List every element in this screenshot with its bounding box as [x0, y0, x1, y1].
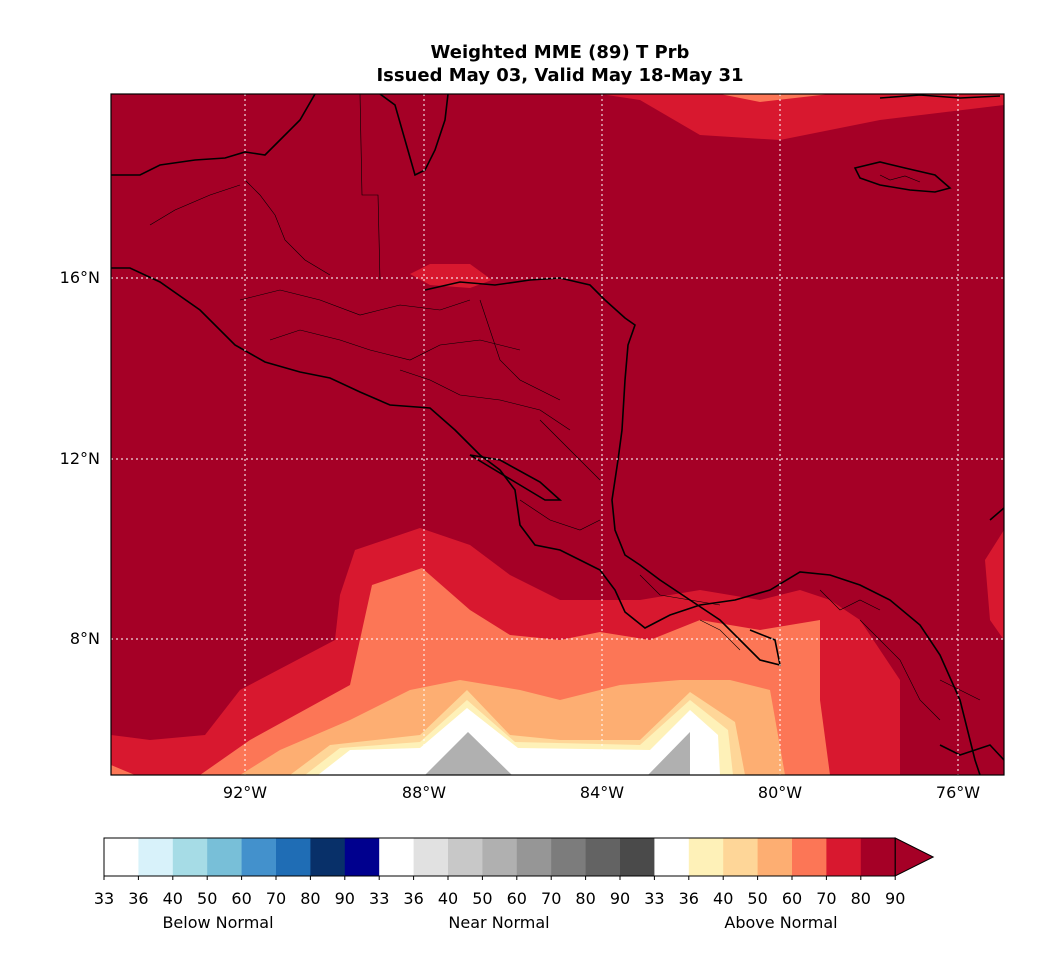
colorbar-tick-label: 33	[644, 889, 664, 908]
near-normal-patch-2	[648, 732, 690, 775]
lat-tick-label: 16°N	[60, 268, 100, 287]
probability-field	[111, 94, 1004, 775]
colorbar-tick-label: 36	[403, 889, 423, 908]
colorbar-swatch	[860, 838, 896, 876]
colorbar-tick-label: 90	[610, 889, 630, 908]
colorbar-frame	[103, 837, 896, 877]
prob-70-80-patch	[410, 264, 492, 288]
colorbar-tick-label: 40	[163, 889, 183, 908]
admin-borders	[149, 94, 981, 721]
colorbar-swatch	[551, 838, 586, 876]
near-normal-label: Near Normal	[448, 913, 549, 932]
near-normal-patch-1	[425, 732, 512, 775]
colorbar-swatch	[688, 838, 724, 876]
lat-tick-labels: 16°N 12°N 8°N	[60, 268, 100, 648]
colorbar-tick-labels: 33 36 40 50 60 70 80 90 33 36 40 50 60 70 80 90 33 36 40 50…	[94, 876, 905, 908]
colorbar-swatch	[413, 838, 449, 876]
colorbar-swatch	[620, 838, 655, 876]
colorbar-tick-label: 50	[747, 889, 767, 908]
map-subtitle: Issued May 03, Valid May 18-May 31	[376, 65, 744, 86]
colorbar	[103, 837, 935, 877]
colorbar-extend-arrow	[894, 837, 935, 877]
colorbar-tick-label: 50	[472, 889, 492, 908]
colorbar-swatch	[104, 838, 139, 876]
colorbar-swatch	[207, 838, 242, 876]
colorbar-swatch	[241, 838, 277, 876]
colorbar-swatch	[757, 838, 793, 876]
prob-60-70-top	[720, 94, 830, 102]
below-normal-label: Below Normal	[162, 913, 273, 932]
colorbar-swatch	[585, 838, 621, 876]
colorbar-swatch	[379, 838, 414, 876]
colorbar-swatch	[826, 838, 862, 876]
colorbar-tick-label: 50	[197, 889, 217, 908]
colorbar-tick-label: 36	[679, 889, 699, 908]
colorbar-tick-label: 70	[266, 889, 286, 908]
colorbar-swatch	[276, 838, 311, 876]
colorbar-swatch	[310, 838, 346, 876]
colorbar-tick-label: 70	[541, 889, 561, 908]
colorbar-swatch	[344, 838, 380, 876]
colorbar-tick-label: 90	[335, 889, 355, 908]
lon-tick-label: 92°W	[223, 783, 267, 802]
above-normal-label: Above Normal	[724, 913, 837, 932]
colorbar-swatch	[138, 838, 174, 876]
colorbar-tick-label: 36	[128, 889, 148, 908]
colorbar-tick-label: 80	[851, 889, 871, 908]
colorbar-tick-label: 33	[369, 889, 389, 908]
gridlines	[111, 94, 1004, 775]
colorbar-tick-label: 60	[507, 889, 527, 908]
lon-tick-label: 76°W	[936, 783, 980, 802]
colorbar-tick-label: 40	[713, 889, 733, 908]
coastlines	[111, 94, 1004, 775]
colorbar-swatch	[792, 838, 827, 876]
colorbar-swatch	[516, 838, 552, 876]
lat-tick-label: 12°N	[60, 449, 100, 468]
map-title: Weighted MME (89) T Prb	[430, 42, 690, 63]
colorbar-swatch	[723, 838, 758, 876]
colorbar-tick-label: 70	[816, 889, 836, 908]
lon-tick-label: 84°W	[580, 783, 624, 802]
colorbar-swatch	[172, 838, 208, 876]
colorbar-swatch	[654, 838, 690, 876]
colorbar-tick-label: 40	[438, 889, 458, 908]
colorbar-tick-label: 90	[885, 889, 905, 908]
prob-33-36-south	[318, 708, 720, 775]
colorbar-tick-label: 60	[231, 889, 251, 908]
lon-tick-labels: 92°W 88°W 84°W 80°W 76°W	[223, 783, 980, 802]
lon-tick-label: 88°W	[402, 783, 446, 802]
colorbar-tick-label: 80	[300, 889, 320, 908]
colorbar-tick-label: 60	[782, 889, 802, 908]
colorbar-swatch	[482, 838, 518, 876]
colorbar-tick-label: 33	[94, 889, 114, 908]
prob-70-80-top	[600, 94, 1004, 140]
colorbar-swatch	[448, 838, 483, 876]
colorbar-tick-label: 80	[575, 889, 595, 908]
lat-tick-label: 8°N	[70, 629, 100, 648]
lon-tick-label: 80°W	[758, 783, 802, 802]
map-frame	[110, 93, 1005, 776]
colorbar-group-labels: Below Normal Near Normal Above Normal	[162, 913, 837, 932]
